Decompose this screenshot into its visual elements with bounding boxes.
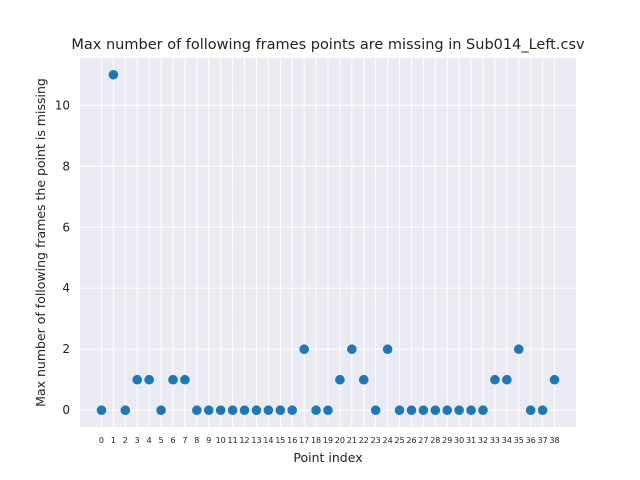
x-tick-label: 0: [99, 436, 104, 445]
data-point: [299, 344, 309, 355]
y-tick-label: 6: [62, 220, 70, 234]
y-axis-label: Max number of following frames the point…: [33, 78, 48, 407]
x-tick-label: 6: [170, 436, 175, 445]
x-tick-label: 8: [194, 436, 199, 445]
data-point: [156, 405, 166, 416]
x-tick-label: 22: [359, 436, 369, 445]
y-tick-labels: 0 2 4 6 8 10: [55, 98, 70, 417]
data-point: [335, 374, 345, 385]
x-tick-label: 31: [466, 436, 476, 445]
data-point: [287, 405, 298, 416]
data-point: [227, 405, 238, 416]
x-tick-label: 18: [311, 436, 321, 445]
data-point: [251, 405, 262, 416]
x-tick-label: 29: [442, 436, 452, 445]
y-tick-label: 8: [62, 159, 70, 173]
data-point: [525, 405, 536, 416]
chart-title: Max number of following frames points ar…: [71, 37, 585, 53]
data-point: [418, 405, 429, 416]
x-tick-label: 20: [335, 436, 345, 445]
data-point: [430, 405, 441, 416]
x-gridlines: [100, 58, 556, 427]
x-tick-label: 9: [206, 436, 211, 445]
x-axis-label: Point index: [293, 450, 362, 465]
data-point: [406, 405, 417, 416]
data-point: [203, 405, 214, 416]
x-tick-label: 35: [514, 436, 524, 445]
data-point: [466, 405, 476, 416]
x-tick-label: 16: [287, 436, 297, 445]
x-tick-label: 23: [371, 436, 381, 445]
x-tick-label: 19: [323, 436, 333, 445]
x-tick-label: 7: [182, 436, 187, 445]
x-tick-label: 38: [549, 436, 559, 445]
x-tick-label: 17: [299, 436, 309, 445]
data-point: [454, 405, 464, 416]
x-tick-label: 12: [239, 436, 249, 445]
data-point: [347, 344, 357, 355]
x-tick-label: 2: [123, 436, 128, 445]
data-point: [132, 374, 143, 385]
data-point: [96, 405, 107, 416]
x-tick-label: 30: [454, 436, 464, 445]
data-point: [370, 405, 381, 416]
y-tick-label: 10: [55, 98, 70, 112]
x-tick-label: 26: [406, 436, 416, 445]
x-tick-label: 10: [216, 436, 226, 445]
x-tick-label: 24: [383, 436, 393, 445]
x-tick-labels: 0 1 2 3 4 5 6 7 8 9 10 11 12 13 14 15 16 17 18 19 20 21 22 23 24…: [99, 436, 560, 445]
x-tick-label: 5: [159, 436, 164, 445]
data-point: [275, 405, 286, 416]
data-point: [311, 405, 321, 416]
x-tick-label: 1: [111, 436, 116, 445]
data-point: [442, 405, 453, 416]
x-tick-label: 15: [275, 436, 285, 445]
x-tick-label: 3: [135, 436, 140, 445]
data-point: [215, 405, 226, 416]
data-point: [502, 374, 512, 385]
x-tick-label: 37: [538, 436, 548, 445]
data-point: [394, 405, 405, 416]
data-point: [168, 374, 178, 385]
x-tick-label: 28: [430, 436, 440, 445]
data-point: [382, 344, 393, 355]
x-tick-label: 34: [502, 436, 512, 445]
data-point: [192, 405, 202, 416]
x-tick-label: 27: [418, 436, 428, 445]
data-point: [239, 405, 250, 416]
x-tick-label: 4: [147, 436, 152, 445]
data-point: [537, 405, 548, 416]
x-tick-label: 21: [347, 436, 357, 445]
x-tick-label: 33: [490, 436, 500, 445]
data-point: [513, 344, 524, 355]
y-tick-label: 0: [62, 403, 70, 417]
x-tick-label: 25: [394, 436, 404, 445]
data-point: [180, 374, 190, 385]
x-tick-label: 14: [263, 436, 273, 445]
data-point: [549, 374, 560, 385]
x-tick-label: 11: [228, 436, 238, 445]
x-tick-label: 36: [526, 436, 536, 445]
x-tick-label: 13: [251, 436, 261, 445]
x-tick-label: 32: [478, 436, 488, 445]
data-point: [120, 405, 131, 416]
data-point: [490, 374, 500, 385]
data-points: [96, 69, 560, 416]
data-point: [478, 405, 488, 416]
data-point: [144, 374, 154, 385]
y-tick-label: 4: [62, 281, 70, 295]
data-point: [358, 374, 369, 385]
data-point: [263, 405, 274, 416]
data-point: [323, 405, 333, 416]
y-tick-label: 2: [62, 342, 70, 356]
data-point: [108, 69, 119, 80]
